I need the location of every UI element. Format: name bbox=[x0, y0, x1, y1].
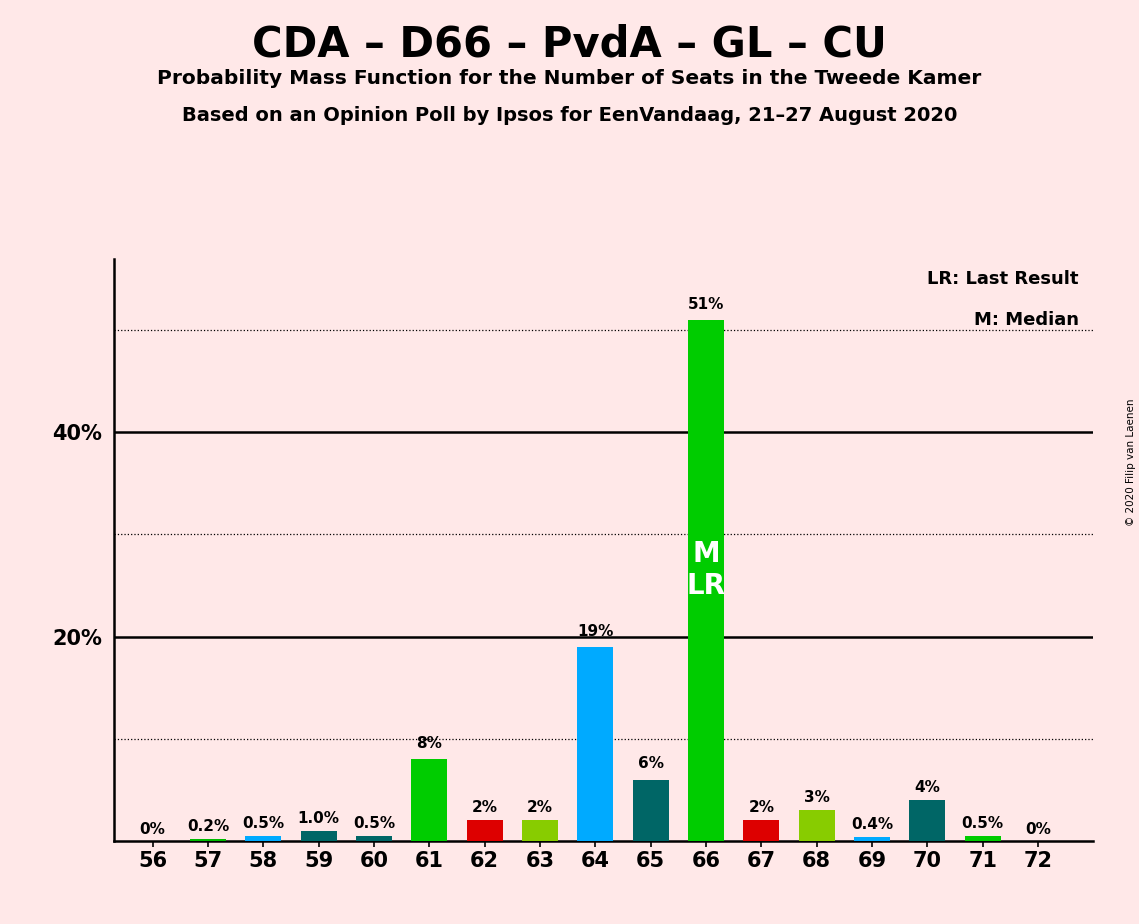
Bar bbox=[190, 839, 226, 841]
Text: 6%: 6% bbox=[638, 757, 664, 772]
Text: 0.4%: 0.4% bbox=[851, 817, 893, 832]
Bar bbox=[909, 800, 945, 841]
Text: 2%: 2% bbox=[472, 800, 498, 815]
Bar bbox=[245, 835, 281, 841]
Bar bbox=[633, 780, 669, 841]
Text: © 2020 Filip van Laenen: © 2020 Filip van Laenen bbox=[1125, 398, 1136, 526]
Text: CDA – D66 – PvdA – GL – CU: CDA – D66 – PvdA – GL – CU bbox=[252, 23, 887, 65]
Text: 3%: 3% bbox=[804, 790, 829, 805]
Text: Probability Mass Function for the Number of Seats in the Tweede Kamer: Probability Mass Function for the Number… bbox=[157, 69, 982, 89]
Bar bbox=[854, 837, 890, 841]
Bar bbox=[522, 821, 558, 841]
Text: 0%: 0% bbox=[140, 821, 165, 837]
Text: 0.5%: 0.5% bbox=[961, 816, 1003, 831]
Text: 1.0%: 1.0% bbox=[297, 810, 339, 825]
Text: 2%: 2% bbox=[748, 800, 775, 815]
Text: 0%: 0% bbox=[1025, 821, 1051, 837]
Bar bbox=[688, 320, 724, 841]
Bar bbox=[411, 760, 448, 841]
Text: M
LR: M LR bbox=[687, 540, 726, 601]
Text: 19%: 19% bbox=[577, 624, 614, 638]
Text: M: Median: M: Median bbox=[974, 311, 1079, 329]
Bar bbox=[965, 835, 1001, 841]
Text: 0.2%: 0.2% bbox=[187, 819, 229, 833]
Bar bbox=[577, 647, 614, 841]
Text: 4%: 4% bbox=[915, 780, 941, 795]
Text: LR: Last Result: LR: Last Result bbox=[927, 271, 1079, 288]
Bar bbox=[744, 821, 779, 841]
Text: 0.5%: 0.5% bbox=[243, 816, 285, 831]
Bar bbox=[301, 831, 337, 841]
Bar bbox=[357, 835, 392, 841]
Text: Based on an Opinion Poll by Ipsos for EenVandaag, 21–27 August 2020: Based on an Opinion Poll by Ipsos for Ee… bbox=[182, 106, 957, 126]
Bar bbox=[467, 821, 502, 841]
Bar bbox=[798, 810, 835, 841]
Text: 0.5%: 0.5% bbox=[353, 816, 395, 831]
Text: 8%: 8% bbox=[417, 736, 442, 751]
Text: 51%: 51% bbox=[688, 297, 724, 311]
Text: 2%: 2% bbox=[527, 800, 554, 815]
